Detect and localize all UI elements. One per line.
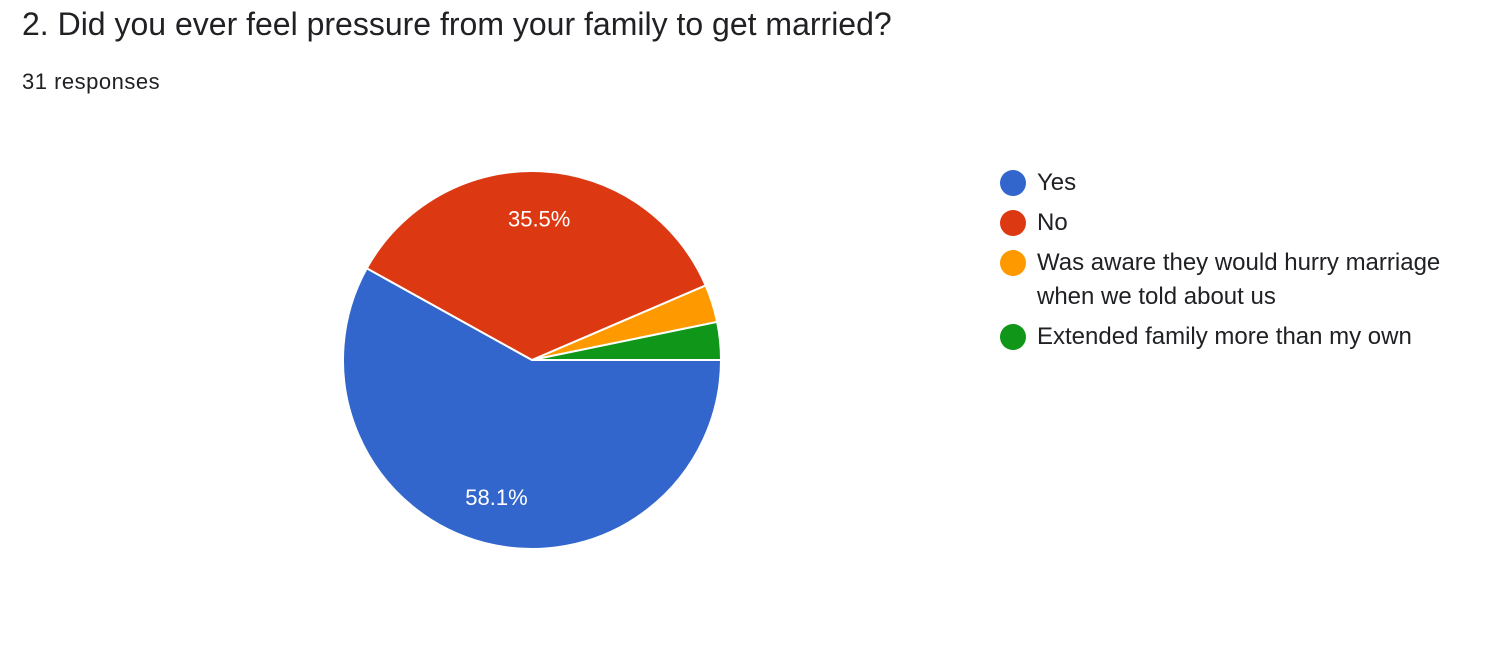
legend-item[interactable]: No xyxy=(1000,206,1480,240)
pie-slice-no[interactable] xyxy=(365,170,707,362)
pie-slice-yes[interactable] xyxy=(342,266,723,550)
legend-label: Extended family more than my own xyxy=(1037,323,1412,350)
legend-swatch xyxy=(1000,324,1026,350)
legend-item[interactable]: Extended family more than my own xyxy=(1000,320,1480,354)
slice-percent-label: 58.1% xyxy=(465,485,527,510)
response-count: 31 responses xyxy=(22,69,161,94)
legend-swatch xyxy=(1000,170,1026,196)
chart-legend: Yes No Was aware they would hurry marriage… xyxy=(1000,166,1480,360)
legend-swatch xyxy=(1000,210,1026,236)
legend-item[interactable]: Was aware they would hurry marriage when… xyxy=(1000,246,1480,314)
pie-slice-extended-family-more-than-my-o[interactable] xyxy=(531,320,723,361)
legend-swatch xyxy=(1000,250,1026,276)
question-title: 2. Did you ever feel pressure from your … xyxy=(22,6,892,42)
legend-label: Was aware they would hurry marriage when… xyxy=(1037,249,1441,310)
slice-percent-label: 35.5% xyxy=(508,206,570,231)
legend-label: No xyxy=(1037,209,1068,236)
legend-label: Yes xyxy=(1037,169,1077,196)
legend-item[interactable]: Yes xyxy=(1000,166,1480,200)
